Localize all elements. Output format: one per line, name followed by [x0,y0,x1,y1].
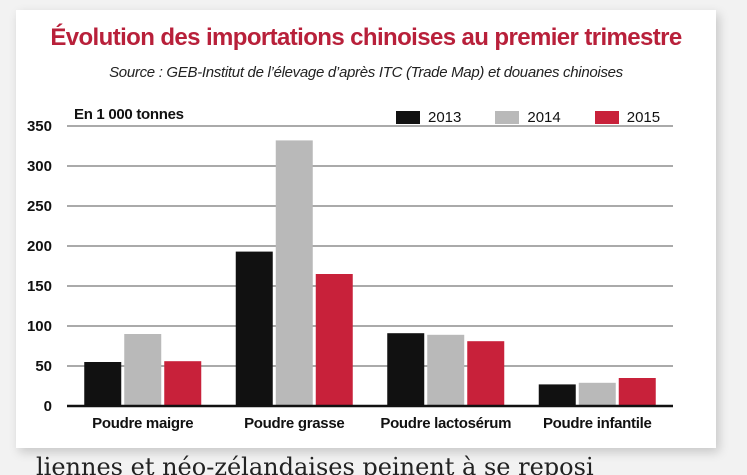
bar-2014-2 [427,334,465,406]
bar-2014-3 [578,382,616,406]
x-category-label: Poudre infantile [543,415,652,432]
legend-swatch-2015 [594,110,619,124]
y-tick-label: 300 [27,158,52,175]
bar-2013-2 [387,333,425,406]
y-tick-label: 100 [27,318,52,335]
bar-2013-0 [84,362,122,406]
bar-2015-0 [164,361,202,406]
y-tick-label: 350 [27,118,52,135]
legend-label-2015: 2015 [626,108,661,126]
x-category-label: Poudre grasse [244,415,344,432]
article-text-fragment: liennes et néo-zélandaises peinent à se … [36,453,594,475]
x-category-label: Poudre maigre [92,415,193,432]
bar-2015-3 [618,378,656,406]
y-tick-label: 250 [27,198,52,215]
y-tick-label: 0 [44,398,52,415]
legend: 2013 2014 2015 [396,107,660,127]
bar-2015-1 [315,274,353,406]
chart-title: Évolution des importations chinoises au … [50,24,682,51]
y-axis-unit-label: En 1 000 tonnes [74,106,184,123]
legend-swatch-2014 [495,110,520,124]
legend-item-2015: 2015 [594,108,661,126]
bar-2013-3 [538,384,576,406]
legend-swatch-2013 [396,110,420,124]
x-category-label: Poudre lactosérum [380,415,511,432]
legend-item-2014: 2014 [495,108,561,126]
legend-label-2014: 2014 [527,108,561,126]
bar-2014-0 [124,334,162,406]
bar-2013-1 [235,251,273,406]
bar-2014-1 [275,140,313,406]
y-tick-label: 150 [27,278,52,295]
legend-label-2013: 2013 [428,108,462,126]
bar-2015-2 [467,341,505,406]
legend-item-2013: 2013 [396,109,461,126]
y-tick-label: 50 [35,358,52,375]
chart-source: Source : GEB-Institut de l’élevage d’apr… [109,64,623,81]
y-tick-label: 200 [27,238,52,255]
